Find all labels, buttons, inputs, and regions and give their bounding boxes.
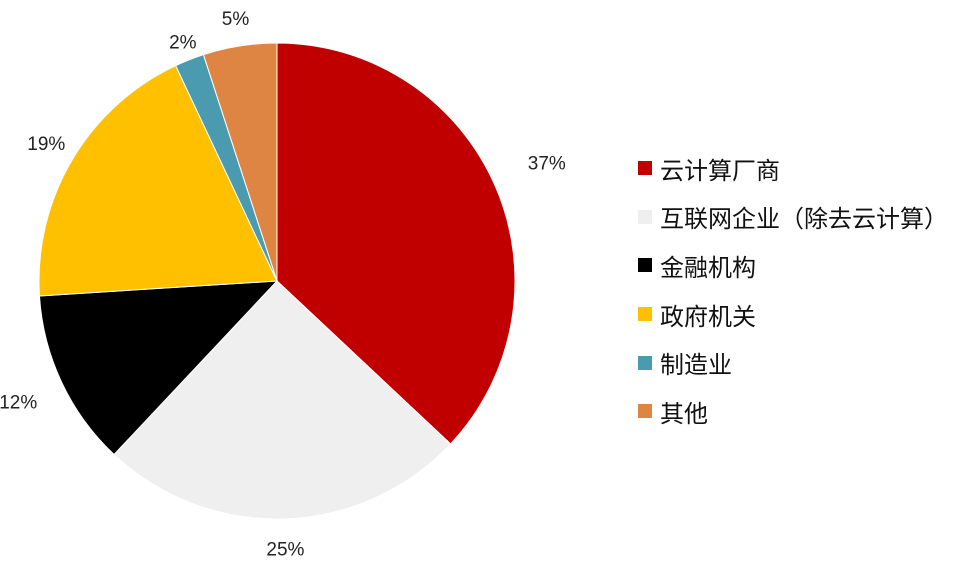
legend-item: 制造业 (638, 338, 948, 387)
legend-swatch (638, 404, 652, 419)
pie-data-label: 37% (528, 154, 566, 175)
legend-label: 金融机构 (660, 253, 756, 282)
legend-item: 云计算厂商 (638, 144, 948, 193)
legend-swatch (638, 307, 652, 322)
legend-label: 互联网企业（除去云计算） (660, 205, 948, 234)
legend-item: 互联网企业（除去云计算） (638, 193, 948, 242)
legend-item: 金融机构 (638, 241, 948, 290)
legend-swatch (638, 258, 652, 273)
pie-slice (38, 280, 279, 456)
legend-label: 其他 (660, 399, 708, 428)
pie-data-label: 5% (222, 9, 250, 30)
chart-legend: 云计算厂商互联网企业（除去云计算） 金融机构政府机关制造业其他 (638, 144, 948, 436)
pie-slice (38, 64, 278, 297)
pie-data-label: 12% (0, 392, 37, 413)
pie-data-labels: 37% 25% 12% 19% 2% 5% (0, 9, 566, 561)
pie-data-label: 2% (169, 33, 197, 54)
legend-label: 制造业 (660, 351, 732, 380)
legend-swatch (638, 209, 652, 224)
pie-slice (202, 42, 278, 282)
pie-slice (113, 280, 452, 520)
pie-data-label: 25% (266, 539, 304, 560)
legend-label: 云计算厂商 (660, 156, 780, 185)
legend-item: 政府机关 (638, 290, 948, 339)
pie-data-label: 19% (27, 134, 65, 155)
legend-swatch (638, 355, 652, 370)
legend-item: 其他 (638, 387, 948, 436)
legend-label: 政府机关 (660, 302, 756, 331)
pie-slice (276, 42, 516, 445)
pie-slices (38, 42, 516, 520)
legend-swatch (638, 161, 652, 176)
